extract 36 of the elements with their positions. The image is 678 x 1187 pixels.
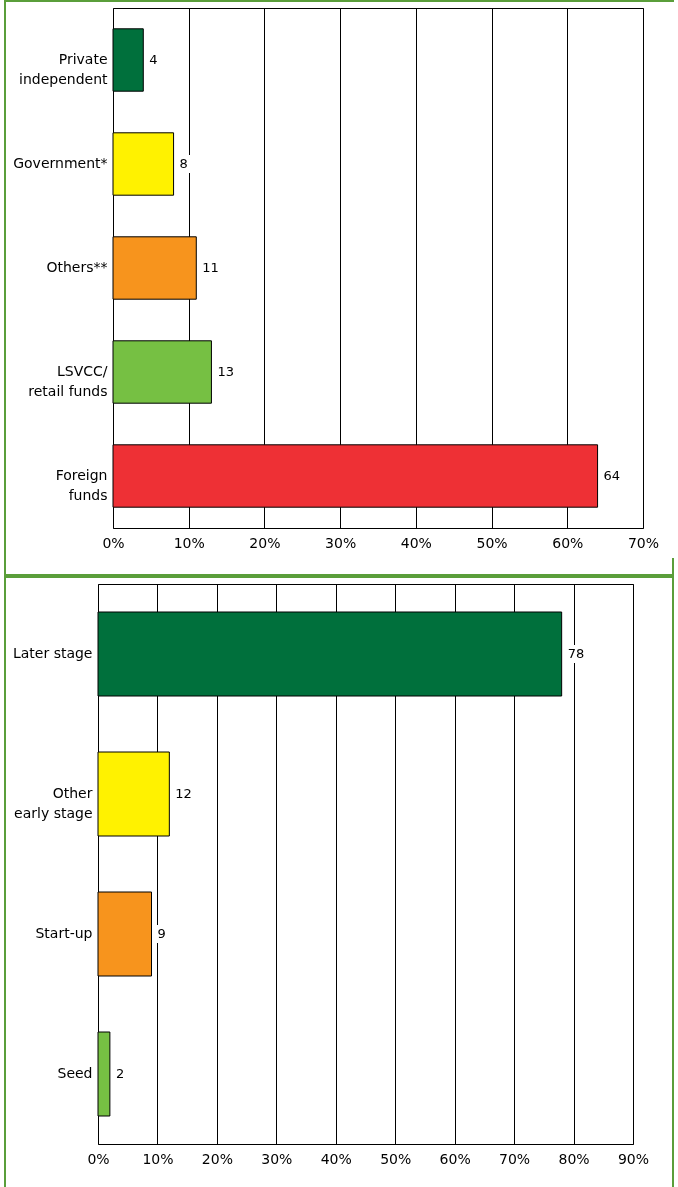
data-label: 2 — [115, 1066, 125, 1081]
x-tick-label: 0% — [87, 1150, 110, 1167]
data-label: 64 — [603, 468, 621, 483]
y-tick-label: Others** — [46, 259, 108, 275]
x-tick-label: 50% — [380, 1150, 412, 1167]
x-tick-label: 70% — [627, 534, 660, 551]
x-tick-label: 30% — [325, 534, 357, 551]
x-tick-label: 50% — [476, 534, 508, 551]
x-tick-label: 0% — [102, 534, 125, 551]
y-tick-label: Other early stage — [14, 785, 93, 821]
x-tick-label: 40% — [320, 1150, 352, 1167]
x-tick-label: 40% — [400, 534, 432, 551]
data-label: 8 — [179, 156, 188, 171]
data-label: 11 — [202, 260, 219, 275]
y-tick-label: Later stage — [12, 645, 93, 661]
x-tick-label: 60% — [439, 1150, 471, 1167]
y-tick-label: Foreign funds — [55, 467, 108, 503]
x-tick-label: 20% — [249, 534, 281, 551]
x-tick-label: 70% — [499, 1150, 531, 1167]
x-tick-label: 10% — [142, 1150, 174, 1167]
x-tick-label: 20% — [201, 1150, 233, 1167]
y-tick-label: Government* — [13, 155, 108, 171]
data-label: 13 — [217, 364, 234, 379]
x-tick-label: 90% — [617, 1150, 650, 1167]
data-label: 4 — [149, 52, 158, 67]
data-label: 9 — [157, 926, 166, 941]
y-tick-label: Start-up — [35, 925, 93, 941]
x-tick-label: 60% — [552, 534, 584, 551]
data-label: 78 — [567, 646, 585, 661]
y-tick-label: LSVCC/ retail funds — [28, 363, 108, 399]
x-tick-label: 10% — [173, 534, 205, 551]
y-tick-label: Seed — [57, 1065, 93, 1081]
x-tick-label: 30% — [261, 1150, 293, 1167]
data-label: 12 — [175, 786, 192, 801]
y-tick-label: Private independent — [19, 51, 109, 87]
x-tick-label: 80% — [558, 1150, 590, 1167]
